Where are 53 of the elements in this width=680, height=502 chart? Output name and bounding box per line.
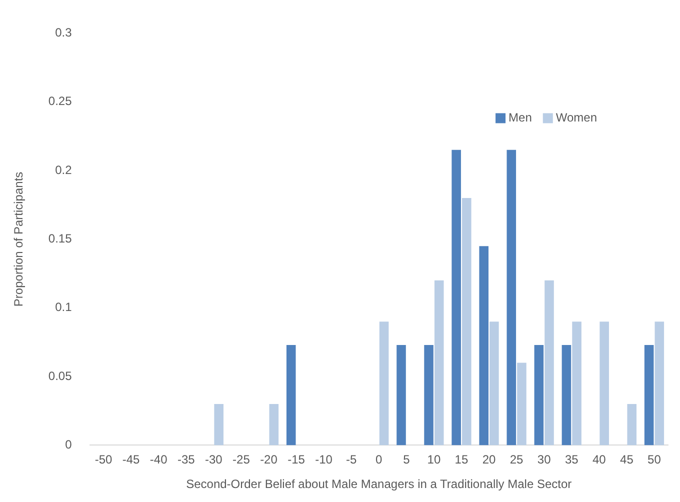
y-axis-title: Proportion of Participants: [12, 172, 26, 307]
bar: [286, 344, 296, 446]
y-tick-label: 0.15: [48, 232, 72, 246]
x-tick-label: -40: [150, 452, 168, 467]
y-tick-label: 0.1: [55, 300, 72, 314]
bar: [544, 280, 554, 446]
x-tick-label: 25: [510, 452, 524, 467]
x-tick-label: -45: [122, 452, 140, 467]
x-tick-label: -20: [260, 452, 278, 467]
bar: [490, 322, 499, 446]
bar: [572, 322, 582, 446]
x-tick-label: -25: [232, 452, 250, 467]
bar: [517, 362, 526, 446]
bar: [379, 322, 389, 446]
bar: [214, 404, 224, 446]
legend-label: Men: [508, 110, 532, 125]
bar: [534, 344, 544, 446]
x-tick-label: 30: [537, 452, 552, 467]
x-tick-label: -30: [204, 452, 223, 467]
y-tick-label: 0.3: [55, 26, 72, 40]
x-tick-label: 5: [403, 452, 410, 467]
x-tick-label: -50: [94, 452, 113, 467]
y-tick-label: 0.05: [48, 368, 72, 383]
bar: [479, 246, 489, 446]
legend-label: Women: [556, 110, 598, 125]
x-tick-label: 50: [648, 452, 662, 467]
x-tick-label: -15: [288, 452, 306, 467]
bar: [644, 344, 654, 446]
bar: [424, 344, 434, 446]
x-tick-label: 20: [482, 452, 496, 467]
x-tick-label: 40: [592, 452, 606, 467]
x-axis-title: Second-Order Belief about Male Managers in a Traditionally Male Sector: [186, 477, 572, 492]
bar: [506, 150, 516, 446]
bar: [269, 404, 279, 446]
x-tick-label: 35: [564, 452, 579, 467]
bar: [600, 322, 609, 446]
bar: [627, 404, 637, 446]
x-tick-label: 10: [427, 452, 441, 467]
x-tick-label: 0: [376, 452, 383, 467]
x-tick-label: 15: [454, 452, 468, 467]
y-tick-label: 0.25: [48, 94, 72, 108]
bar: [462, 198, 472, 446]
x-tick-label: -5: [346, 452, 357, 467]
y-tick-label: 0.2: [55, 162, 72, 177]
bar: [654, 322, 664, 446]
x-tick-label: 45: [620, 452, 634, 467]
bar: [396, 344, 406, 446]
bar: [452, 150, 461, 446]
y-tick-label: 0: [65, 438, 72, 452]
x-tick-label: -35: [177, 452, 196, 467]
x-tick-label: -10: [315, 452, 333, 467]
bar: [434, 280, 444, 446]
bar: [562, 344, 572, 446]
